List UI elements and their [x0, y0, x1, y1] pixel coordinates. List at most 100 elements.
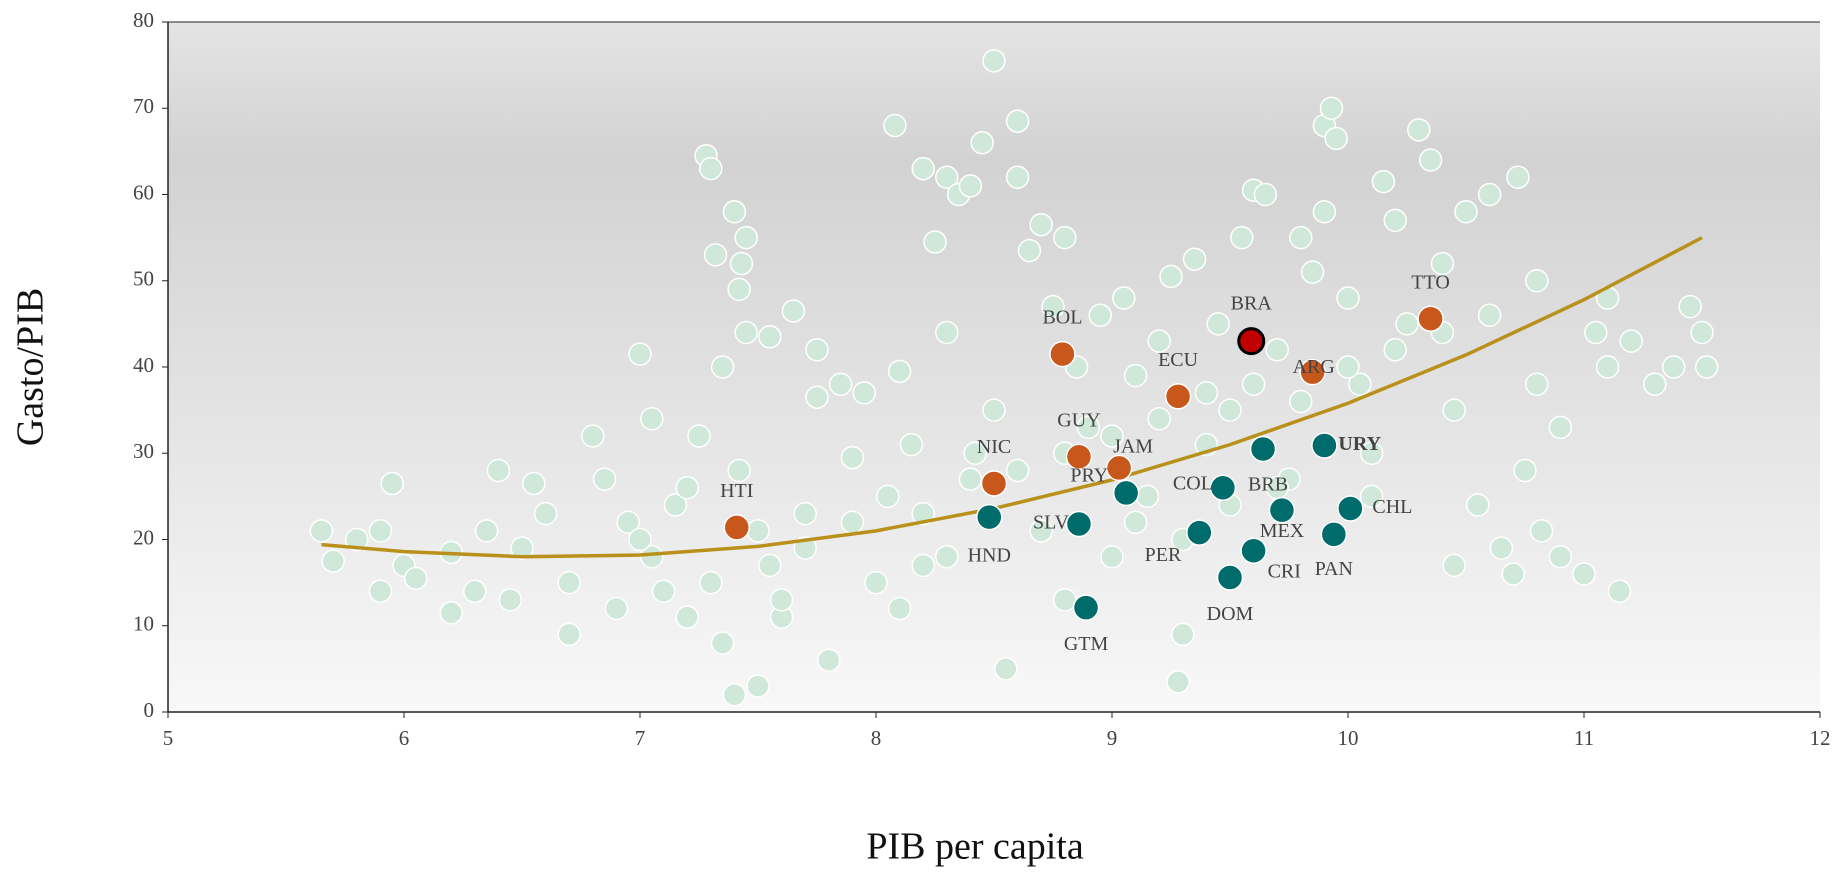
background-point: [970, 131, 994, 155]
background-point: [734, 225, 758, 250]
background-point: [1607, 579, 1632, 603]
background-point: [793, 501, 817, 526]
background-point: [309, 519, 334, 543]
background-point: [1418, 148, 1443, 172]
y-axis-title: Gasto/PIB: [10, 288, 52, 446]
background-point: [746, 519, 770, 543]
country-label: CRI: [1268, 560, 1301, 582]
background-point: [1430, 251, 1455, 276]
background-point: [651, 579, 676, 603]
country-label: GUY: [1057, 409, 1100, 431]
background-point: [828, 372, 853, 396]
country-label: ARG: [1293, 356, 1335, 378]
y-tick-label: 60: [133, 180, 154, 204]
background-point: [1501, 562, 1525, 586]
country-label: GTM: [1064, 633, 1109, 655]
background-point: [1513, 458, 1537, 483]
y-tick-label: 70: [133, 94, 154, 118]
background-point: [958, 174, 983, 198]
country-point: [1216, 564, 1244, 591]
background-point: [1088, 303, 1112, 327]
background-point: [380, 471, 404, 496]
background-point: [321, 549, 345, 573]
background-point: [1383, 338, 1407, 362]
background-point: [1100, 545, 1124, 569]
background-point: [1100, 424, 1124, 448]
background-point: [1678, 294, 1702, 319]
background-point: [734, 320, 758, 345]
background-point: [522, 471, 546, 496]
background-point: [1147, 329, 1171, 353]
background-point: [1506, 165, 1530, 189]
background-point: [1312, 200, 1337, 224]
background-point: [1324, 126, 1348, 151]
background-point: [982, 49, 1006, 73]
background-point: [1135, 484, 1160, 509]
background-point: [1407, 118, 1431, 142]
background-point: [368, 519, 393, 543]
background-point: [1017, 238, 1042, 263]
x-tick-label: 12: [1810, 726, 1831, 750]
background-point: [1584, 320, 1608, 345]
background-point: [963, 441, 987, 465]
background-point: [727, 458, 751, 483]
background-point: [592, 467, 617, 491]
country-label: DOM: [1207, 603, 1254, 625]
background-point: [758, 325, 782, 349]
background-point: [769, 588, 794, 612]
country-label: JAM: [1113, 436, 1153, 458]
background-point: [911, 553, 935, 578]
background-point: [710, 631, 735, 655]
country-label: HND: [968, 545, 1011, 567]
background-point: [710, 355, 735, 379]
background-point: [687, 424, 711, 448]
country-label: TTO: [1411, 271, 1450, 293]
background-point: [1005, 458, 1030, 483]
background-point: [994, 657, 1018, 681]
background-point: [1112, 286, 1136, 310]
background-point: [758, 553, 782, 578]
background-point: [1348, 372, 1372, 396]
background-point: [1442, 553, 1466, 578]
background-point: [345, 527, 369, 552]
x-tick-label: 7: [635, 726, 646, 750]
country-point: [1337, 495, 1364, 522]
country-point: [1240, 537, 1267, 564]
y-tick-label: 10: [133, 612, 154, 636]
background-point: [1053, 225, 1077, 250]
country-label: HTI: [720, 480, 753, 502]
background-point: [1206, 312, 1230, 336]
background-point: [404, 566, 428, 591]
background-point: [935, 320, 959, 345]
country-label: MEX: [1260, 520, 1305, 542]
background-point: [463, 579, 487, 603]
plot-area: [168, 22, 1820, 712]
background-point: [1529, 519, 1554, 543]
background-point: [1619, 329, 1643, 353]
background-point: [498, 588, 522, 612]
country-label: URY: [1338, 433, 1381, 455]
background-point: [727, 277, 751, 302]
background-point: [1241, 372, 1266, 396]
country-point: [1320, 521, 1348, 548]
country-label: PAN: [1315, 558, 1353, 580]
background-point: [1123, 363, 1148, 388]
country-point: [976, 503, 1003, 531]
background-point: [1300, 260, 1325, 284]
background-point: [486, 458, 511, 483]
background-point: [958, 467, 983, 491]
country-label: COL: [1173, 472, 1213, 494]
country-point: [1209, 474, 1237, 501]
background-point: [1694, 355, 1719, 379]
background-point: [1253, 182, 1278, 207]
y-tick-label: 20: [133, 525, 154, 549]
background-point: [1466, 493, 1490, 517]
background-point: [699, 570, 723, 595]
background-point: [675, 605, 699, 629]
x-tick-label: 9: [1107, 726, 1118, 750]
background-point: [1076, 415, 1101, 440]
background-point: [604, 596, 629, 621]
background-point: [923, 230, 947, 254]
background-point: [1661, 355, 1686, 379]
